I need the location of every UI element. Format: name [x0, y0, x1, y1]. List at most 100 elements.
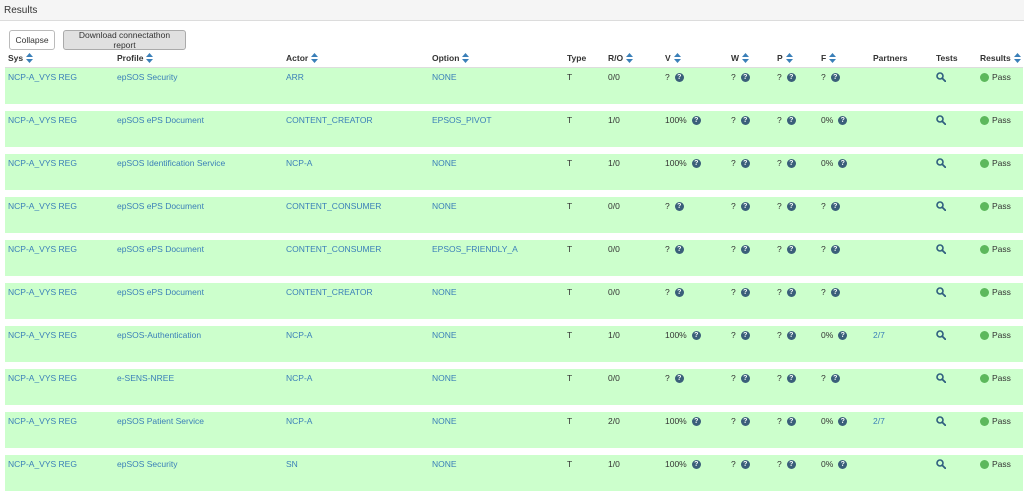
help-icon[interactable]: ? [674, 202, 684, 212]
column-header-f[interactable]: F [818, 49, 870, 68]
search-icon[interactable] [936, 244, 974, 254]
option-link[interactable]: NONE [432, 72, 457, 82]
profile-link[interactable]: epSOS Patient Service [117, 416, 204, 426]
sys-link[interactable]: NCP-A_VYS REG [8, 158, 77, 168]
option-link[interactable]: NONE [432, 416, 457, 426]
actor-link[interactable]: NCP-A [286, 330, 313, 340]
column-header-actor[interactable]: Actor [283, 49, 429, 68]
help-icon[interactable]: ? [691, 159, 701, 169]
option-link[interactable]: NONE [432, 459, 457, 469]
sys-link[interactable]: NCP-A_VYS REG [8, 201, 77, 211]
help-icon[interactable]: ? [838, 460, 848, 470]
sys-link[interactable]: NCP-A_VYS REG [8, 244, 77, 254]
sort-icon[interactable] [462, 53, 470, 64]
option-link[interactable]: NONE [432, 287, 457, 297]
column-header-option[interactable]: Option [429, 49, 564, 68]
profile-link[interactable]: epSOS ePS Document [117, 244, 204, 254]
search-icon[interactable] [936, 201, 974, 211]
help-icon[interactable]: ? [740, 331, 750, 341]
option-link[interactable]: NONE [432, 373, 457, 383]
help-icon[interactable]: ? [691, 460, 701, 470]
help-icon[interactable]: ? [740, 374, 750, 384]
actor-link[interactable]: CONTENT_CONSUMER [286, 201, 382, 211]
column-header-profile[interactable]: Profile [114, 49, 283, 68]
profile-link[interactable]: epSOS ePS Document [117, 201, 204, 211]
sys-link[interactable]: NCP-A_VYS REG [8, 72, 77, 82]
search-icon[interactable] [936, 115, 974, 125]
search-icon[interactable] [936, 287, 974, 297]
help-icon[interactable]: ? [786, 116, 796, 126]
help-icon[interactable]: ? [786, 331, 796, 341]
help-icon[interactable]: ? [786, 73, 796, 83]
help-icon[interactable]: ? [838, 331, 848, 341]
help-icon[interactable]: ? [786, 460, 796, 470]
actor-link[interactable]: ARR [286, 72, 304, 82]
sort-icon[interactable] [1013, 53, 1021, 64]
help-icon[interactable]: ? [691, 116, 701, 126]
sort-icon[interactable] [626, 53, 634, 64]
help-icon[interactable]: ? [786, 374, 796, 384]
help-icon[interactable]: ? [740, 73, 750, 83]
help-icon[interactable]: ? [830, 374, 840, 384]
sys-link[interactable]: NCP-A_VYS REG [8, 459, 77, 469]
option-link[interactable]: EPSOS_PIVOT [432, 115, 492, 125]
help-icon[interactable]: ? [838, 159, 848, 169]
actor-link[interactable]: NCP-A [286, 158, 313, 168]
profile-link[interactable]: e-SENS-NREE [117, 373, 175, 383]
sort-icon[interactable] [26, 53, 34, 64]
actor-link[interactable]: CONTENT_CREATOR [286, 115, 373, 125]
help-icon[interactable]: ? [786, 417, 796, 427]
profile-link[interactable]: epSOS Security [117, 72, 178, 82]
sys-link[interactable]: NCP-A_VYS REG [8, 115, 77, 125]
sort-icon[interactable] [829, 53, 837, 64]
search-icon[interactable] [936, 72, 974, 82]
search-icon[interactable] [936, 416, 974, 426]
help-icon[interactable]: ? [674, 245, 684, 255]
search-icon[interactable] [936, 459, 974, 469]
column-header-p[interactable]: P [774, 49, 818, 68]
partners-link[interactable]: 2/7 [873, 330, 885, 340]
collapse-button[interactable]: Collapse [9, 30, 55, 50]
help-icon[interactable]: ? [674, 288, 684, 298]
help-icon[interactable]: ? [830, 202, 840, 212]
help-icon[interactable]: ? [674, 73, 684, 83]
actor-link[interactable]: CONTENT_CREATOR [286, 287, 373, 297]
actor-link[interactable]: NCP-A [286, 373, 313, 383]
profile-link[interactable]: epSOS Security [117, 459, 178, 469]
help-icon[interactable]: ? [838, 417, 848, 427]
column-header-w[interactable]: W [728, 49, 774, 68]
help-icon[interactable]: ? [786, 288, 796, 298]
option-link[interactable]: NONE [432, 158, 457, 168]
option-link[interactable]: NONE [432, 201, 457, 211]
sys-link[interactable]: NCP-A_VYS REG [8, 373, 77, 383]
search-icon[interactable] [936, 330, 974, 340]
profile-link[interactable]: epSOS ePS Document [117, 287, 204, 297]
help-icon[interactable]: ? [674, 374, 684, 384]
column-header-ro[interactable]: R/O [605, 49, 662, 68]
column-header-results[interactable]: Results [977, 49, 1023, 68]
sort-icon[interactable] [673, 53, 681, 64]
option-link[interactable]: NONE [432, 330, 457, 340]
actor-link[interactable]: CONTENT_CONSUMER [286, 244, 382, 254]
help-icon[interactable]: ? [838, 116, 848, 126]
actor-link[interactable]: SN [286, 459, 298, 469]
help-icon[interactable]: ? [786, 245, 796, 255]
profile-link[interactable]: epSOS Identification Service [117, 158, 226, 168]
help-icon[interactable]: ? [740, 245, 750, 255]
download-report-button[interactable]: Download connectathon report [63, 30, 186, 50]
sort-icon[interactable] [742, 53, 750, 64]
search-icon[interactable] [936, 373, 974, 383]
help-icon[interactable]: ? [691, 417, 701, 427]
help-icon[interactable]: ? [786, 159, 796, 169]
actor-link[interactable]: NCP-A [286, 416, 313, 426]
sort-icon[interactable] [785, 53, 793, 64]
help-icon[interactable]: ? [740, 116, 750, 126]
help-icon[interactable]: ? [740, 460, 750, 470]
help-icon[interactable]: ? [786, 202, 796, 212]
profile-link[interactable]: epSOS ePS Document [117, 115, 204, 125]
help-icon[interactable]: ? [740, 202, 750, 212]
help-icon[interactable]: ? [830, 73, 840, 83]
help-icon[interactable]: ? [740, 417, 750, 427]
profile-link[interactable]: epSOS-Authentication [117, 330, 202, 340]
sys-link[interactable]: NCP-A_VYS REG [8, 287, 77, 297]
